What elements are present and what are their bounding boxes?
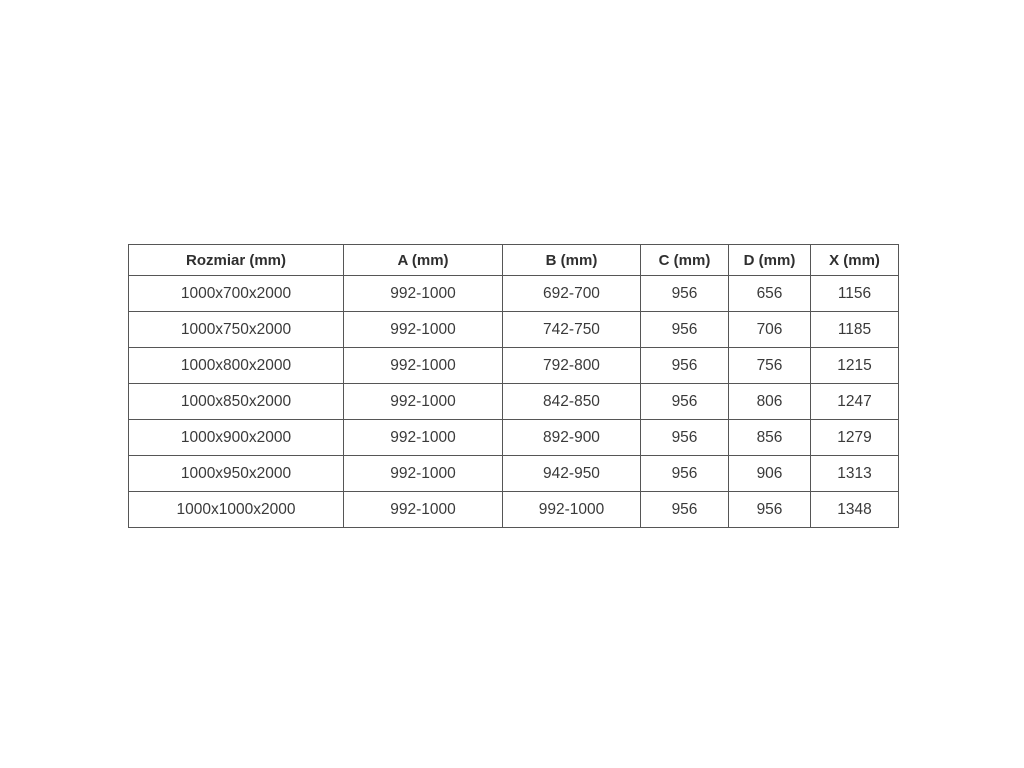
table-cell: 992-1000 [343,419,503,456]
table-cell: 992-1000 [343,347,503,384]
table-cell: 1313 [810,455,899,492]
table-header-cell-rozmiar: Rozmiar (mm) [128,244,344,276]
table-cell: 942-950 [502,455,641,492]
table-row: 1000x750x2000 992-1000 742-750 956 706 1… [128,311,899,348]
table-cell: 1247 [810,383,899,420]
table-cell: 956 [728,491,811,528]
table-cell: 956 [640,383,729,420]
table-cell: 1000x700x2000 [128,275,344,312]
table-row: 1000x900x2000 992-1000 892-900 956 856 1… [128,419,899,456]
table-cell: 656 [728,275,811,312]
table-cell: 692-700 [502,275,641,312]
table-cell: 956 [640,491,729,528]
table-header-cell-d: D (mm) [728,244,811,276]
table-cell: 992-1000 [343,383,503,420]
table-cell: 1000x900x2000 [128,419,344,456]
size-dimensions-table: Rozmiar (mm) A (mm) B (mm) C (mm) D (mm)… [128,244,899,528]
table-header-cell-a: A (mm) [343,244,503,276]
table-cell: 806 [728,383,811,420]
table-cell: 706 [728,311,811,348]
table-cell: 1000x1000x2000 [128,491,344,528]
table-row: 1000x950x2000 992-1000 942-950 956 906 1… [128,455,899,492]
table-cell: 1348 [810,491,899,528]
table-cell: 956 [640,347,729,384]
table-row: 1000x700x2000 992-1000 692-700 956 656 1… [128,275,899,312]
table-cell: 1000x800x2000 [128,347,344,384]
table-cell: 906 [728,455,811,492]
table-cell: 856 [728,419,811,456]
table-cell: 956 [640,455,729,492]
table-cell: 1000x950x2000 [128,455,344,492]
table-cell: 1000x850x2000 [128,383,344,420]
table-cell: 992-1000 [343,311,503,348]
table-header-row: Rozmiar (mm) A (mm) B (mm) C (mm) D (mm)… [128,244,899,276]
table-row: 1000x850x2000 992-1000 842-850 956 806 1… [128,383,899,420]
table-header-cell-c: C (mm) [640,244,729,276]
table-cell: 842-850 [502,383,641,420]
table-cell: 956 [640,419,729,456]
table-cell: 1279 [810,419,899,456]
table-cell: 992-1000 [343,275,503,312]
table-header-cell-x: X (mm) [810,244,899,276]
table-cell: 892-900 [502,419,641,456]
table-row: 1000x800x2000 992-1000 792-800 956 756 1… [128,347,899,384]
table-cell: 1000x750x2000 [128,311,344,348]
table-cell: 1215 [810,347,899,384]
table-cell: 742-750 [502,311,641,348]
table-cell: 1185 [810,311,899,348]
table-cell: 992-1000 [343,491,503,528]
table-cell: 992-1000 [502,491,641,528]
table-cell: 1156 [810,275,899,312]
table-cell: 992-1000 [343,455,503,492]
table-cell: 792-800 [502,347,641,384]
table-header-cell-b: B (mm) [502,244,641,276]
table-cell: 956 [640,275,729,312]
table-row: 1000x1000x2000 992-1000 992-1000 956 956… [128,491,899,528]
table-cell: 956 [640,311,729,348]
table-cell: 756 [728,347,811,384]
